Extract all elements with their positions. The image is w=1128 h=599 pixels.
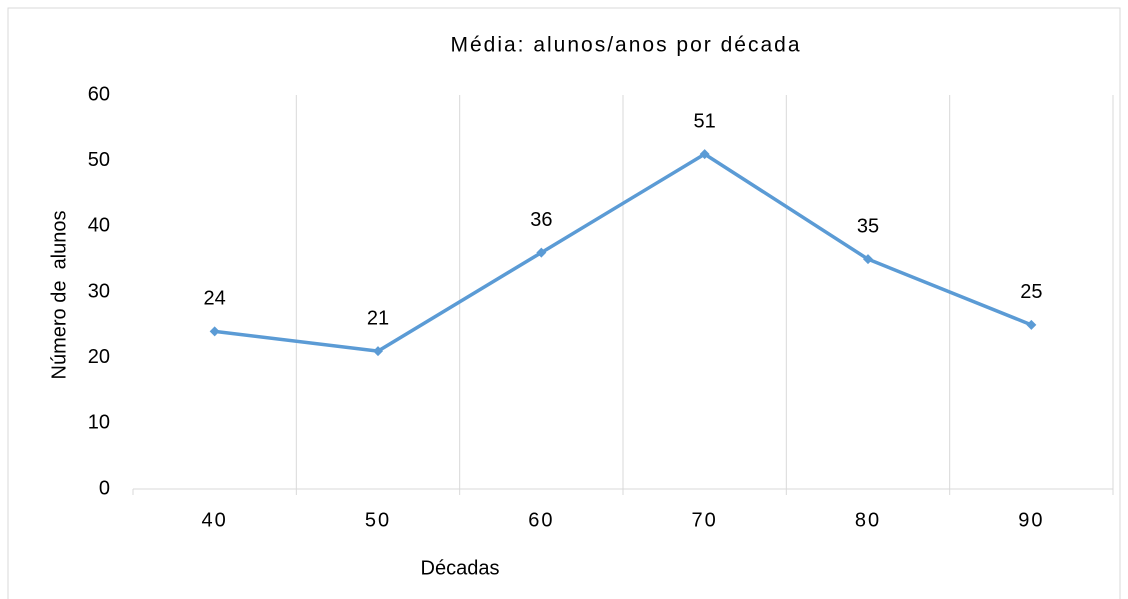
data-point: [699, 149, 710, 160]
x-tick-label: 90: [1018, 509, 1044, 531]
data-point: [209, 326, 220, 337]
y-tick-label: 50: [88, 149, 110, 171]
x-tick-label: 60: [528, 509, 554, 531]
data-label: 21: [367, 307, 389, 329]
y-axis-label: Número de alunos: [48, 211, 70, 380]
data-label: 51: [694, 110, 716, 132]
data-label: 25: [1020, 281, 1042, 303]
chart-title: Média: alunos/anos por década: [450, 34, 801, 57]
x-tick-label: 70: [692, 509, 718, 531]
y-tick-label: 40: [88, 215, 110, 237]
y-tick-label: 20: [88, 346, 110, 368]
data-line: [214, 152, 1032, 353]
data-point: [863, 254, 873, 265]
x-axis-label: Décadas: [421, 557, 500, 579]
chart-border: [7, 7, 1121, 599]
data-point: [536, 247, 547, 258]
x-tick-label: 40: [202, 509, 228, 531]
y-tick-label: 30: [88, 280, 110, 302]
x-tick-label: 80: [855, 509, 881, 531]
y-tick-label: 0: [99, 477, 110, 499]
x-tick-label: 50: [365, 509, 391, 531]
data-label: 35: [857, 215, 879, 237]
y-tick-label: 60: [88, 83, 110, 105]
data-point: [373, 346, 383, 357]
data-label: 36: [530, 209, 552, 231]
data-point: [1026, 319, 1037, 330]
data-label: 24: [204, 288, 226, 310]
y-tick-label: 10: [88, 412, 110, 434]
